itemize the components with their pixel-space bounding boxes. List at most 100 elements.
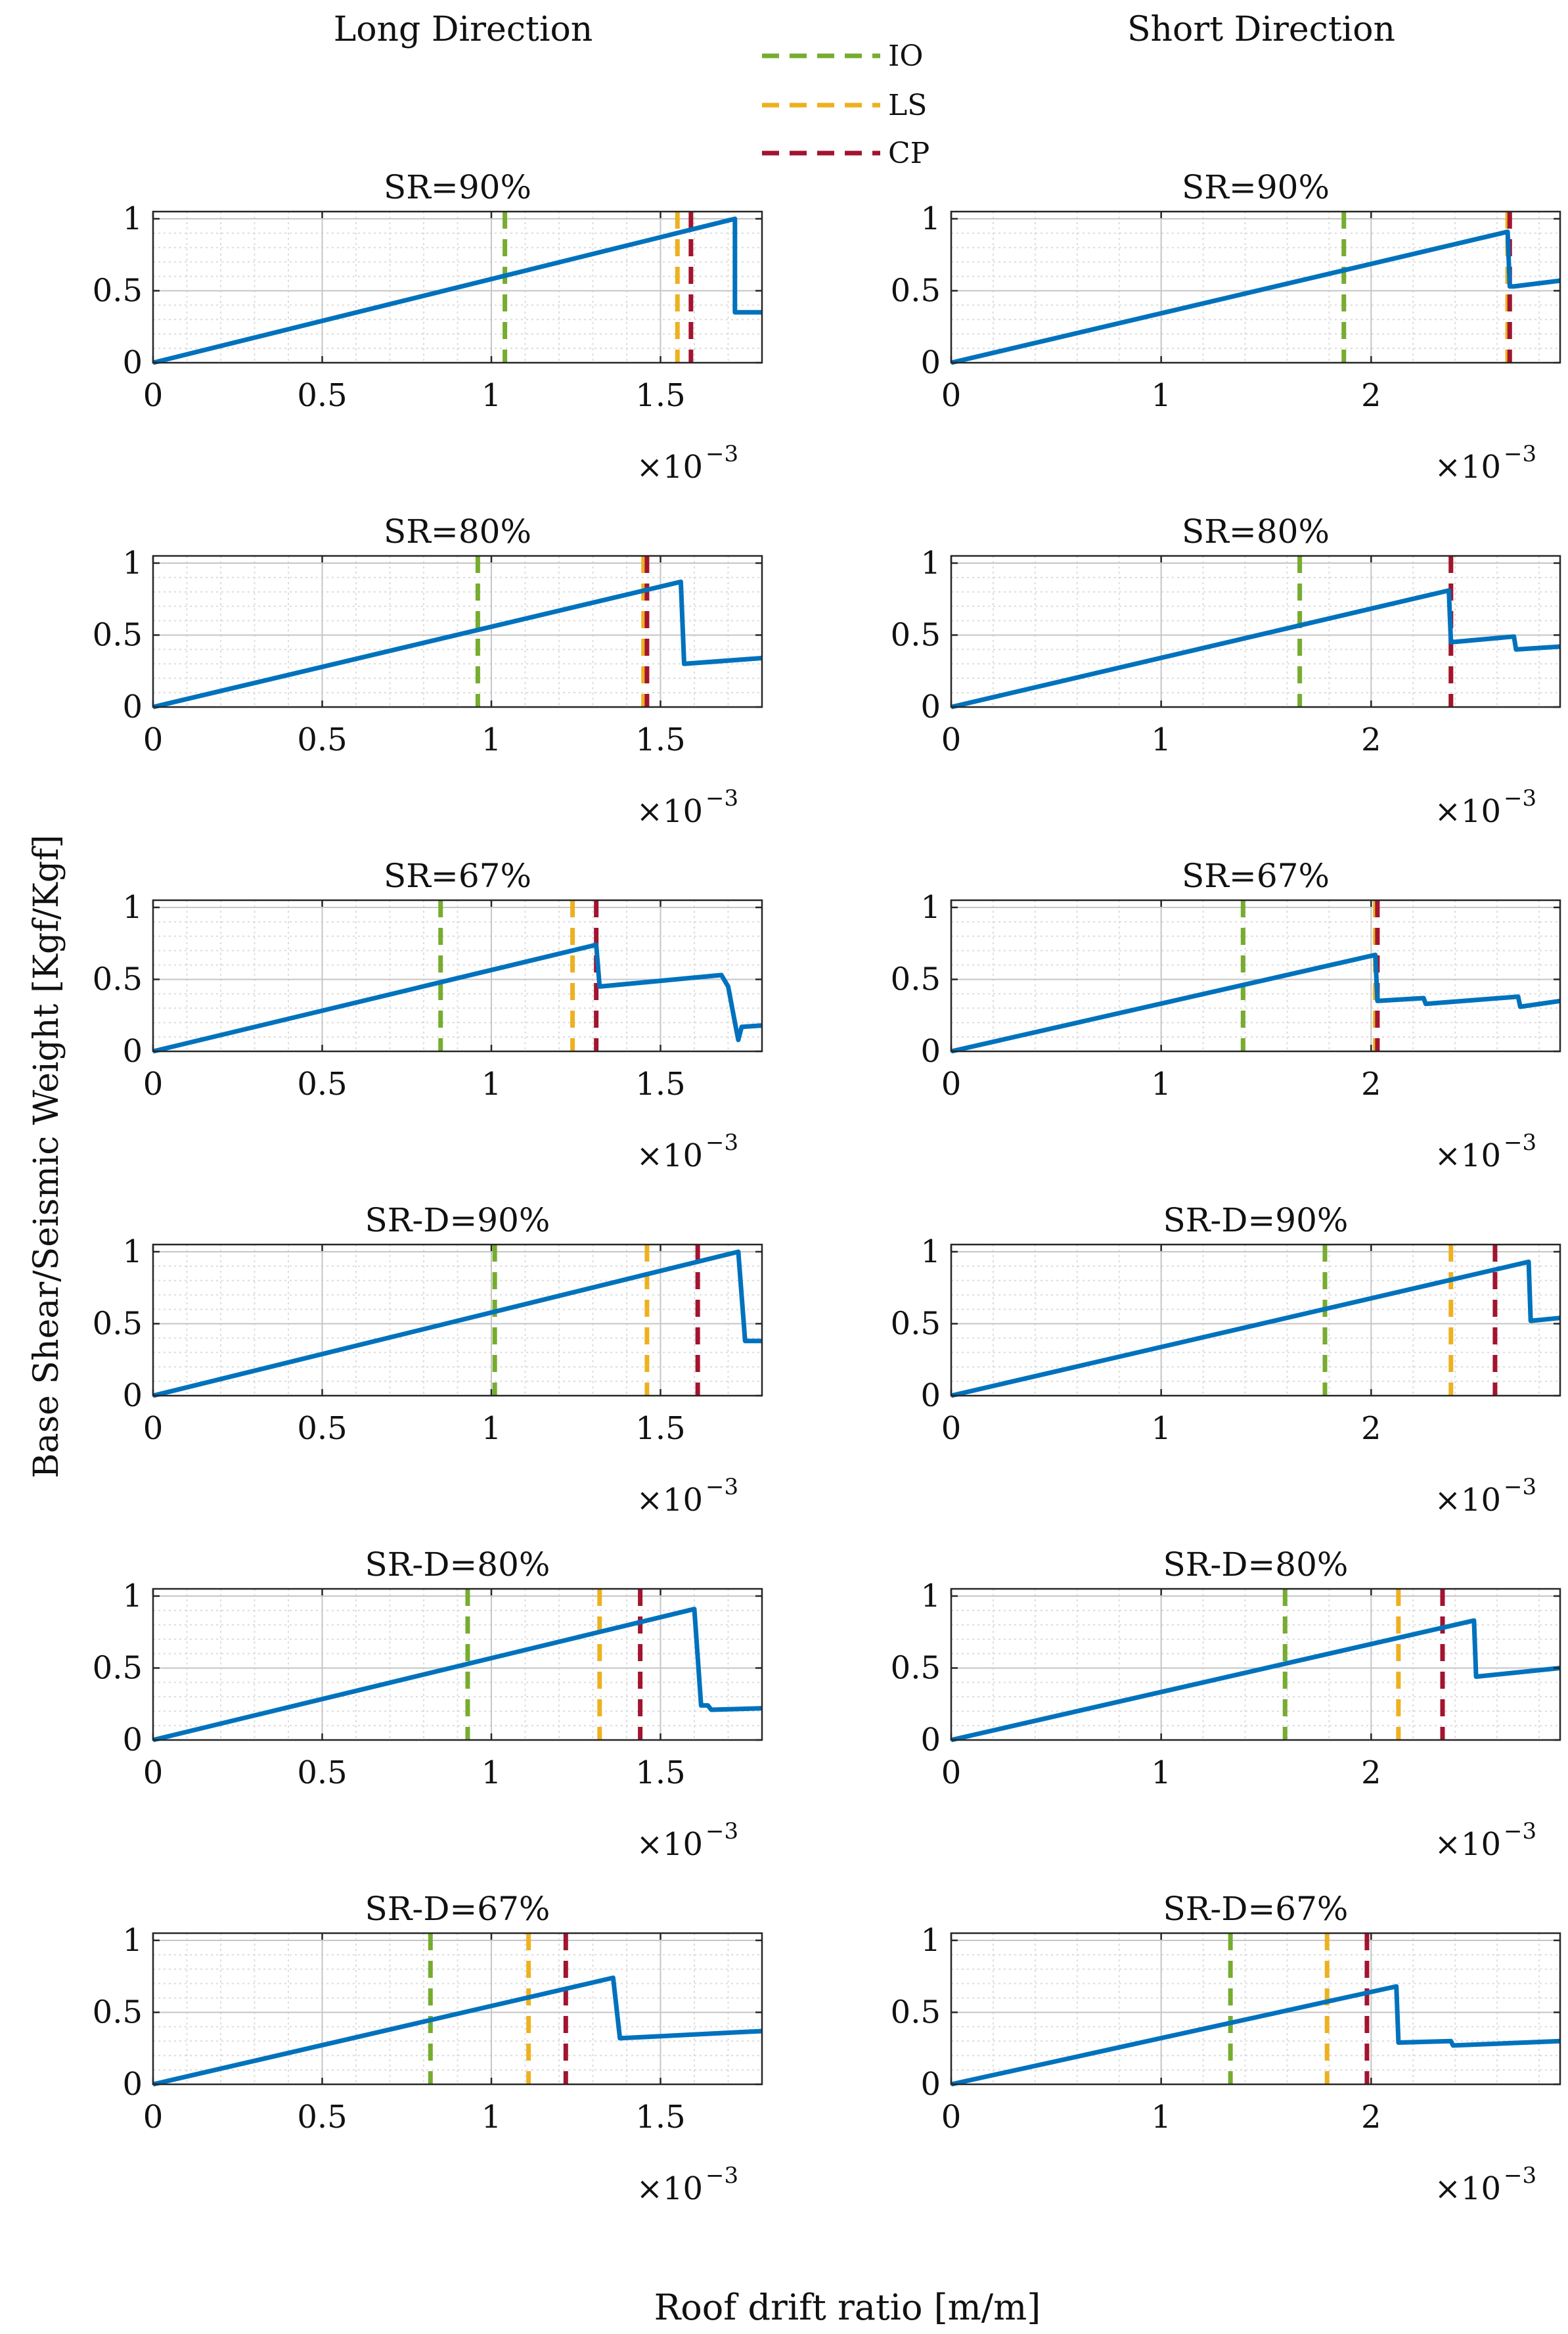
panel-8-xtick-label-3: 1.5 xyxy=(635,1754,685,1791)
panel-1: 0 1 2 0 0.5 1 SR=90% ×10 −3 xyxy=(891,168,1561,486)
panel-6-curve-0 xyxy=(152,1249,762,1398)
panel-2-curve-0 xyxy=(152,579,763,710)
panel-5-title: SR=67% xyxy=(1182,857,1330,895)
col-title-long: Long Direction xyxy=(334,10,593,49)
panel-10-xtick-label-2: 1 xyxy=(482,2099,502,2136)
panel-3-xtick-label-1: 1 xyxy=(1151,721,1171,758)
panel-3-xtick-label-0: 0 xyxy=(941,721,962,758)
panel-9-xtick-label-1: 1 xyxy=(1151,1754,1171,1791)
panel-10-xtick-label-3: 1.5 xyxy=(635,2099,685,2136)
panel-6-title: SR-D=90% xyxy=(365,1201,550,1239)
panel-8-xtick-label-0: 0 xyxy=(143,1754,164,1791)
panel-1-axes-box xyxy=(950,210,1561,364)
panel-4-title: SR=67% xyxy=(384,857,531,895)
panel-3-ytick-label-0: 0 xyxy=(920,689,941,725)
panel-7-curve-0 xyxy=(951,1259,1561,1398)
panel-11: 0 1 2 0 0.5 1 SR-D=67% ×10 −3 xyxy=(891,1890,1561,2207)
panel-10: 0 0.5 1 1.5 0 0.5 1 SR-D=67% ×10 −3 xyxy=(93,1890,763,2207)
panel-8-ytick-label-1: 0.5 xyxy=(93,1649,143,1686)
panel-3-ytick-label-2: 1 xyxy=(920,545,941,582)
panel-10-curve-0 xyxy=(152,1975,763,2087)
panel-5-xtick-label-2: 2 xyxy=(1361,1066,1381,1103)
panel-0-ytick-label-0: 0 xyxy=(122,344,143,381)
panel-2-x-multiplier-exponent: −3 xyxy=(706,785,738,812)
panel-8-xtick-label-1: 0.5 xyxy=(297,1754,347,1791)
panel-6-x-multiplier: ×10 xyxy=(637,1482,703,1519)
panel-4-x-multiplier: ×10 xyxy=(637,1137,703,1174)
panel-2-axes-box xyxy=(152,555,763,708)
panel-6-x-multiplier-exponent: −3 xyxy=(706,1474,738,1500)
panel-11-curve-0 xyxy=(951,1984,1561,2087)
legend-label-ls: LS xyxy=(888,89,927,122)
panel-0-ytick-label-2: 1 xyxy=(122,200,143,237)
panel-9-x-multiplier-exponent: −3 xyxy=(1504,1818,1536,1844)
panel-6-ytick-label-1: 0.5 xyxy=(93,1305,143,1342)
panel-9-xtick-label-0: 0 xyxy=(941,1754,962,1791)
panel-3-axes-box xyxy=(950,555,1561,708)
panel-10-xtick-label-0: 0 xyxy=(143,2099,164,2136)
panel-7-ytick-label-1: 0.5 xyxy=(891,1305,941,1342)
legend: IO LS CP xyxy=(762,39,930,170)
panel-6-xtick-label-0: 0 xyxy=(143,1410,164,1447)
panel-3-x-multiplier: ×10 xyxy=(1435,793,1501,830)
panel-6-xtick-label-2: 1 xyxy=(482,1410,502,1447)
panel-10-axes-box xyxy=(152,1932,763,2086)
panel-4-ytick-label-2: 1 xyxy=(122,889,143,926)
panel-11-ytick-label-2: 1 xyxy=(920,1922,941,1959)
panel-2-ytick-label-2: 1 xyxy=(122,545,143,582)
panel-9-ytick-label-0: 0 xyxy=(920,1722,941,1758)
panel-6-xtick-label-3: 1.5 xyxy=(635,1410,685,1447)
panel-7-ytick-label-2: 1 xyxy=(920,1233,941,1270)
panel-2-title: SR=80% xyxy=(384,513,531,551)
panel-11-xtick-label-2: 2 xyxy=(1361,2099,1381,2136)
panel-1-ytick-label-0: 0 xyxy=(920,344,941,381)
panel-2-xtick-label-2: 1 xyxy=(482,721,502,758)
panel-2-xtick-label-1: 0.5 xyxy=(297,721,347,758)
panel-6-ytick-label-2: 1 xyxy=(122,1233,143,1270)
panel-6-axes-box xyxy=(152,1243,763,1397)
panel-8-x-multiplier: ×10 xyxy=(637,1826,703,1863)
panel-4-xtick-label-2: 1 xyxy=(482,1066,502,1103)
panel-5-ytick-label-1: 0.5 xyxy=(891,961,941,997)
panel-2-ytick-label-0: 0 xyxy=(122,689,143,725)
panel-7-ytick-label-0: 0 xyxy=(920,1377,941,1414)
y-axis-label: Base Shear/Seismic Weight [Kgf/Kgf] xyxy=(27,835,66,1478)
panel-0: 0 0.5 1 1.5 0 0.5 1 SR=90% ×10 −3 xyxy=(93,168,763,486)
panel-7-xtick-label-2: 2 xyxy=(1361,1410,1381,1447)
col-title-short: Short Direction xyxy=(1127,10,1395,49)
panel-4-curve-0 xyxy=(152,942,763,1054)
panel-9-x-multiplier: ×10 xyxy=(1435,1826,1501,1863)
panel-5-xtick-label-1: 1 xyxy=(1151,1066,1171,1103)
panel-2-ytick-label-1: 0.5 xyxy=(93,616,143,653)
panel-1-ytick-label-2: 1 xyxy=(920,200,941,237)
panel-11-xtick-label-0: 0 xyxy=(941,2099,962,2136)
panel-5-x-multiplier-exponent: −3 xyxy=(1504,1130,1536,1156)
panel-5-curve-0 xyxy=(951,952,1561,1054)
panel-9-ytick-label-2: 1 xyxy=(920,1578,941,1614)
panel-3-xtick-label-2: 2 xyxy=(1361,721,1381,758)
panel-4-ytick-label-1: 0.5 xyxy=(93,961,143,997)
panel-7-xtick-label-0: 0 xyxy=(941,1410,962,1447)
panel-1-curve-0 xyxy=(951,229,1561,365)
panel-11-title: SR-D=67% xyxy=(1163,1890,1349,1928)
legend-label-io: IO xyxy=(888,39,923,73)
panel-8-ytick-label-0: 0 xyxy=(122,1722,143,1758)
panel-7-x-multiplier-exponent: −3 xyxy=(1504,1474,1536,1500)
panel-2-x-multiplier: ×10 xyxy=(637,793,703,830)
panel-3-title: SR=80% xyxy=(1182,513,1330,551)
panel-10-title: SR-D=67% xyxy=(365,1890,550,1928)
panel-2-xtick-label-3: 1.5 xyxy=(635,721,685,758)
panel-0-xtick-label-1: 0.5 xyxy=(297,377,347,414)
panel-2: 0 0.5 1 1.5 0 0.5 1 SR=80% ×10 −3 xyxy=(93,513,763,830)
panel-0-x-multiplier-exponent: −3 xyxy=(706,441,738,467)
panel-11-axes-box xyxy=(950,1932,1561,2086)
panel-11-ytick-label-0: 0 xyxy=(920,2066,941,2103)
panel-0-title: SR=90% xyxy=(384,168,531,206)
panel-9-axes-box xyxy=(950,1588,1561,1741)
panel-9-title: SR-D=80% xyxy=(1163,1545,1349,1584)
panel-9-ytick-label-1: 0.5 xyxy=(891,1649,941,1686)
panel-8-ytick-label-2: 1 xyxy=(122,1578,143,1614)
